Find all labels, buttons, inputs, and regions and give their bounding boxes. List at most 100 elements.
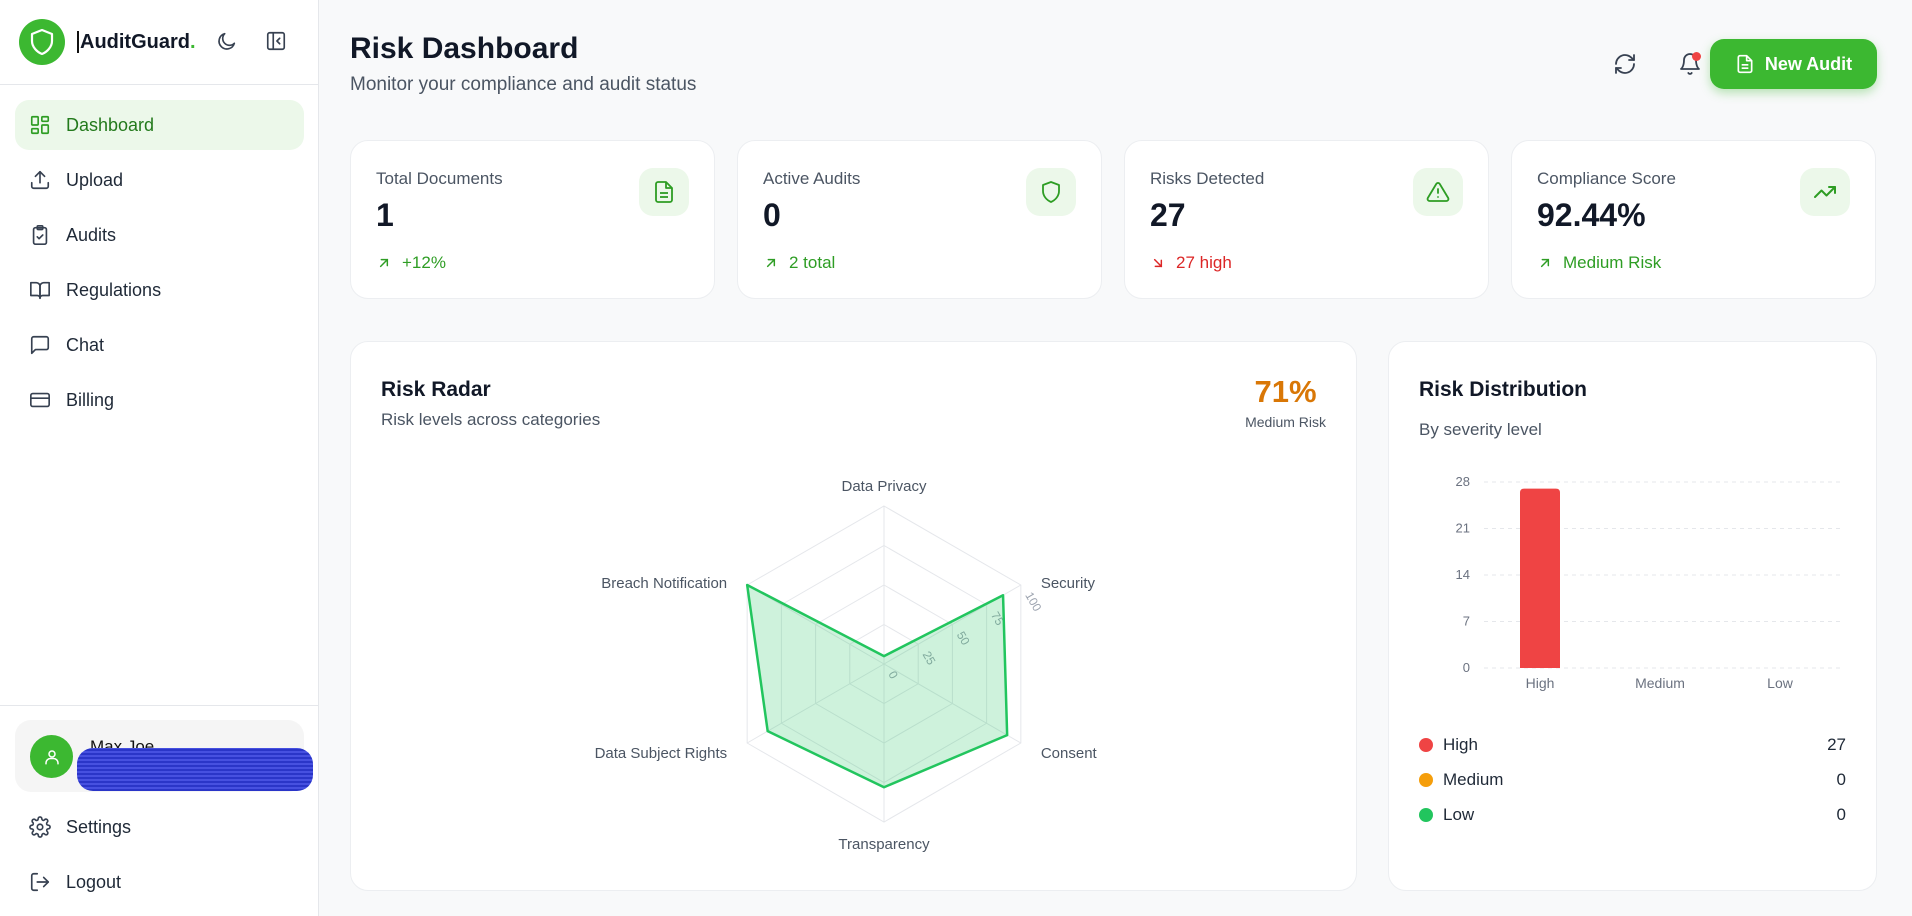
sidebar-item-audits[interactable]: Audits bbox=[15, 210, 304, 260]
stat-value: 92.44% bbox=[1537, 197, 1646, 233]
page-title: Risk Dashboard bbox=[350, 32, 579, 65]
stat-card-risks-detected: Risks Detected 27 27 high bbox=[1124, 140, 1489, 299]
sidebar-item-label: Billing bbox=[66, 389, 115, 410]
radar-axis-label: Consent bbox=[1041, 745, 1098, 762]
collapse-sidebar-icon[interactable] bbox=[259, 24, 293, 58]
document-icon bbox=[639, 168, 689, 216]
legend-row-low: Low 0 bbox=[1419, 803, 1846, 827]
risk-distribution-panel: Risk Distribution By severity level 0 7 14… bbox=[1388, 341, 1877, 891]
sidebar-item-regulations[interactable]: Regulations bbox=[15, 265, 304, 315]
sidebar: AuditGuard. Dashboard Upload Audits bbox=[0, 0, 319, 916]
sidebar-bottom-nav: Settings Logout bbox=[15, 802, 304, 912]
legend-value: 27 bbox=[1827, 735, 1846, 754]
bar-y-tick-label: 28 bbox=[1456, 474, 1470, 489]
stat-label: Risks Detected bbox=[1150, 169, 1265, 188]
bar-y-tick-label: 7 bbox=[1463, 614, 1470, 629]
stat-trend: 2 total bbox=[763, 253, 835, 273]
sidebar-item-label: Dashboard bbox=[66, 114, 155, 135]
legend-value: 0 bbox=[1836, 805, 1846, 824]
redacted-email bbox=[77, 748, 313, 791]
radar-score: 71% Medium Risk bbox=[1245, 374, 1326, 430]
brand: AuditGuard. bbox=[19, 19, 309, 65]
legend-dot bbox=[1419, 773, 1433, 787]
bar-chart: 0 7 14 21 28 High Medium Low bbox=[1456, 474, 1844, 691]
document-icon bbox=[1735, 54, 1755, 74]
divider bbox=[0, 84, 319, 85]
radar-tick-label: 25 bbox=[920, 649, 939, 668]
sidebar-item-label: Audits bbox=[66, 224, 117, 245]
legend-row-medium: Medium 0 bbox=[1419, 768, 1846, 792]
book-icon bbox=[29, 279, 51, 301]
arrow-up-right-icon bbox=[376, 255, 392, 271]
arrow-up-right-icon bbox=[1537, 255, 1553, 271]
trending-up-icon bbox=[1800, 168, 1850, 216]
stat-trend: Medium Risk bbox=[1537, 253, 1661, 273]
stat-card-total-documents: Total Documents 1 +12% bbox=[350, 140, 715, 299]
radar-axis-label: Breach Notification bbox=[601, 575, 727, 592]
radar-series-area bbox=[745, 583, 1009, 789]
stat-card-compliance-score: Compliance Score 92.44% Medium Risk bbox=[1511, 140, 1876, 299]
radar-spoke bbox=[883, 663, 1022, 744]
radar-score-value: 71% bbox=[1254, 374, 1317, 409]
panel-subtitle: By severity level bbox=[1419, 420, 1542, 439]
divider bbox=[0, 705, 319, 706]
page-subtitle: Monitor your compliance and audit status bbox=[350, 74, 697, 95]
notifications-button[interactable] bbox=[1668, 42, 1712, 86]
sidebar-item-label: Settings bbox=[66, 816, 132, 837]
stat-value: 1 bbox=[376, 197, 394, 233]
sidebar-item-billing[interactable]: Billing bbox=[15, 375, 304, 425]
refresh-button[interactable] bbox=[1603, 42, 1647, 86]
sidebar-item-label: Regulations bbox=[66, 279, 162, 300]
radar-axis-label: Data Privacy bbox=[841, 478, 927, 495]
legend-label: Medium bbox=[1443, 770, 1504, 789]
shield-logo-icon bbox=[19, 19, 65, 65]
radar-axis-label: Security bbox=[1041, 575, 1096, 592]
radar-score-label: Medium Risk bbox=[1245, 414, 1326, 430]
arrow-down-right-icon bbox=[1150, 255, 1166, 271]
stat-card-active-audits: Active Audits 0 2 total bbox=[737, 140, 1102, 299]
bar-x-tick-label: High bbox=[1526, 675, 1555, 691]
gear-icon bbox=[29, 816, 51, 838]
main-content: Risk Dashboard Monitor your compliance a… bbox=[320, 0, 1912, 916]
bar-y-tick-label: 21 bbox=[1456, 521, 1470, 536]
sidebar-item-chat[interactable]: Chat bbox=[15, 320, 304, 370]
upload-icon bbox=[29, 169, 51, 191]
stat-label: Active Audits bbox=[763, 169, 861, 188]
notification-badge bbox=[1692, 52, 1701, 61]
bell-icon bbox=[1680, 53, 1700, 75]
grid-icon bbox=[29, 114, 51, 136]
bar-high bbox=[1520, 488, 1560, 668]
shield-icon bbox=[1026, 168, 1076, 216]
sidebar-item-upload[interactable]: Upload bbox=[15, 155, 304, 205]
moon-icon[interactable] bbox=[210, 24, 244, 58]
sidebar-item-label: Upload bbox=[66, 169, 124, 190]
radar-spoke bbox=[746, 663, 885, 744]
stat-label: Total Documents bbox=[376, 169, 503, 188]
legend-label: High bbox=[1443, 735, 1478, 754]
legend-dot bbox=[1419, 808, 1433, 822]
legend-label: Low bbox=[1443, 805, 1475, 824]
radar-tick-label: 100 bbox=[1022, 590, 1044, 615]
sidebar-item-dashboard[interactable]: Dashboard bbox=[15, 100, 304, 150]
new-audit-button[interactable]: New Audit bbox=[1710, 39, 1877, 89]
radar-tick-label: 75 bbox=[988, 609, 1007, 628]
risk-radar-panel: Risk Radar Risk levels across categories… bbox=[350, 341, 1357, 891]
sidebar-nav: Dashboard Upload Audits Regulations Chat bbox=[15, 100, 304, 430]
credit-card-icon bbox=[29, 389, 51, 411]
new-audit-label: New Audit bbox=[1764, 53, 1853, 74]
bar-x-tick-label: Medium bbox=[1635, 675, 1685, 691]
radar-axis-label: Transparency bbox=[838, 836, 930, 853]
panel-subtitle: Risk levels across categories bbox=[381, 410, 601, 429]
bar-y-tick-label: 0 bbox=[1463, 660, 1470, 675]
stat-value: 27 bbox=[1150, 197, 1186, 233]
sidebar-item-settings[interactable]: Settings bbox=[15, 802, 304, 852]
panel-title: Risk Distribution bbox=[1419, 378, 1588, 401]
stat-value: 0 bbox=[763, 197, 781, 233]
alert-triangle-icon bbox=[1413, 168, 1463, 216]
sidebar-item-logout[interactable]: Logout bbox=[15, 857, 304, 907]
user-card[interactable]: Max Joe bbox=[15, 720, 313, 792]
stat-label: Compliance Score bbox=[1537, 169, 1676, 188]
bar-x-tick-label: Low bbox=[1767, 675, 1794, 691]
brand-name: AuditGuard. bbox=[77, 31, 196, 53]
